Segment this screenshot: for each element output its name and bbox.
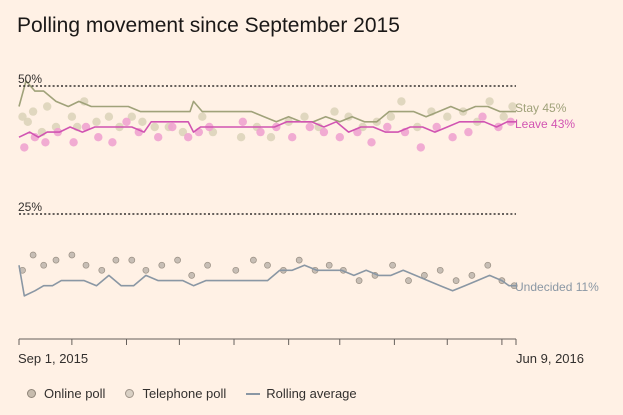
undecided-poll-point [158, 261, 166, 269]
stay-poll-point [300, 112, 309, 121]
rolling-average-icon [246, 392, 261, 395]
undecided-poll-point [232, 266, 240, 274]
undecided-poll-point [52, 256, 60, 264]
leave-poll-point [122, 117, 131, 127]
undecided-rolling-average-line [18, 264, 516, 297]
undecided-poll-point [468, 272, 476, 279]
telephone-poll-icon [125, 389, 135, 398]
undecided-poll-point [112, 256, 120, 264]
leave-poll-point [448, 133, 457, 142]
leave-poll-point [319, 127, 329, 137]
stay-poll-point [198, 112, 207, 121]
stay-rolling-average-line [18, 80, 516, 123]
leave-poll-point [383, 122, 392, 132]
leave-poll-point [168, 122, 177, 132]
stay-poll-point [67, 112, 77, 121]
leave-poll-point [305, 122, 314, 132]
series-end-labels: Stay 45% Leave 43% Undecided 11% [515, 101, 599, 294]
reference-label-25: 25% [18, 200, 42, 214]
stay-poll-point [18, 112, 27, 121]
stay-poll-point [266, 133, 276, 142]
legend-telephone-label: Telephone poll [142, 386, 227, 401]
stay-poll-point [23, 117, 32, 127]
x-axis: Sep 1, 2015 Jun 9, 2016 [18, 338, 584, 366]
reference-lines: 50% 25% [18, 72, 516, 215]
undecided-poll-point [484, 261, 492, 269]
leave-poll-point [367, 138, 376, 147]
stay-poll-point [28, 107, 38, 116]
undecided-poll-point [188, 272, 196, 279]
leave-poll-point [69, 138, 78, 147]
leave-poll-point [108, 138, 117, 147]
stay-poll-point [92, 117, 101, 127]
stay-poll-point [485, 97, 494, 106]
leave-poll-point [256, 127, 265, 137]
undecided-poll-point [98, 266, 106, 274]
leave-poll-point [41, 138, 50, 147]
undecided-poll-point [68, 251, 76, 259]
legend-rolling-label: Rolling average [266, 386, 357, 401]
stay-poll-point [236, 133, 246, 142]
stay-poll-point [386, 112, 396, 121]
leave-rolling-average-line [18, 121, 516, 138]
legend-online: Online poll [27, 386, 105, 401]
stay-poll-point [178, 127, 188, 137]
leave-poll-point [335, 133, 344, 142]
leave-poll-point [20, 143, 29, 152]
poll-dots [18, 97, 518, 290]
stay-poll-point [499, 112, 508, 121]
undecided-poll-point [82, 261, 90, 269]
legend: Online poll Telephone poll Rolling avera… [27, 386, 377, 401]
undecided-end-label: Undecided 11% [515, 280, 599, 294]
undecided-poll-point [142, 266, 150, 274]
rolling-average-lines [18, 80, 516, 297]
x-axis-start-label: Sep 1, 2015 [18, 351, 88, 366]
chart-title: Polling movement since September 2015 [17, 14, 400, 37]
stay-poll-point [127, 112, 136, 121]
stay-poll-point [104, 112, 114, 121]
undecided-poll-point [405, 277, 412, 284]
undecided-poll-point [264, 261, 271, 269]
undecided-poll-point [325, 261, 333, 269]
stay-poll-point [150, 122, 159, 132]
reference-label-50: 50% [18, 72, 42, 86]
undecided-poll-point [436, 266, 444, 274]
undecided-poll-point [295, 256, 303, 264]
online-poll-icon [27, 389, 36, 398]
stay-poll-point [397, 97, 406, 106]
stay-end-label: Stay 45% [515, 101, 567, 115]
legend-telephone: Telephone poll [125, 386, 226, 401]
stay-poll-point [43, 102, 52, 111]
legend-online-label: Online poll [44, 386, 106, 401]
undecided-poll-point [204, 261, 211, 269]
leave-poll-point [238, 117, 247, 127]
leave-poll-point [184, 133, 193, 142]
leave-poll-point [94, 133, 103, 142]
undecided-poll-point [452, 277, 460, 284]
leave-end-label: Leave 43% [515, 117, 575, 131]
undecided-poll-point [355, 277, 363, 284]
undecided-poll-point [128, 256, 136, 264]
stay-poll-point [138, 117, 147, 127]
leave-poll-point [154, 133, 163, 142]
undecided-poll-point [40, 261, 48, 269]
stay-poll-point [508, 102, 517, 111]
undecided-poll-point [389, 261, 396, 269]
leave-poll-point [478, 112, 487, 121]
stay-poll-point [330, 107, 339, 116]
leave-poll-point [464, 127, 473, 137]
leave-poll-point [288, 133, 297, 142]
stay-poll-point [443, 112, 452, 121]
undecided-poll-point [29, 251, 37, 259]
leave-poll-point [30, 133, 40, 142]
x-axis-end-label: Jun 9, 2016 [516, 351, 584, 366]
leave-poll-point [416, 143, 425, 152]
leave-poll-point [432, 122, 441, 132]
polling-chart: 50% 25% Sep 1, 2015 Jun 9, 2016 Stay 45% Le… [18, 72, 599, 366]
legend-rolling: Rolling average [246, 386, 357, 401]
undecided-poll-point [250, 256, 257, 264]
undecided-poll-point [174, 256, 181, 264]
